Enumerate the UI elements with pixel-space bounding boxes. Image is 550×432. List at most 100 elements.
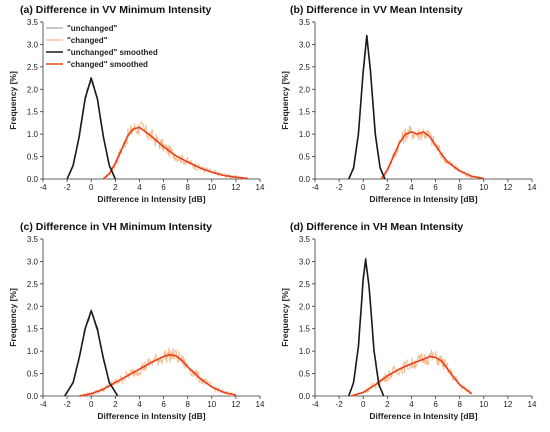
x-tick-label: 4 bbox=[409, 183, 414, 192]
y-axis-label: Frequency [%] bbox=[280, 288, 290, 347]
x-tick-label: 10 bbox=[207, 183, 216, 192]
series-changed-smoothed bbox=[380, 131, 484, 180]
x-tick-label: -4 bbox=[39, 183, 47, 192]
x-tick-label: 10 bbox=[479, 400, 488, 409]
x-tick-label: -4 bbox=[39, 400, 47, 409]
y-tick-label: 3.5 bbox=[27, 235, 39, 244]
y-tick-label: 2.0 bbox=[27, 85, 39, 94]
x-tick-label: 2 bbox=[385, 400, 390, 409]
y-tick-label: 2.5 bbox=[27, 280, 39, 289]
y-tick-label: 3.0 bbox=[27, 257, 39, 266]
x-tick-label: -2 bbox=[64, 400, 72, 409]
series-unchanged-raw bbox=[66, 76, 116, 180]
y-tick-label: 2.5 bbox=[299, 63, 311, 72]
y-tick-label: 0.5 bbox=[299, 153, 311, 162]
y-tick-label: 3.0 bbox=[299, 40, 311, 49]
x-tick-label: 12 bbox=[503, 400, 512, 409]
y-tick-label: 1.0 bbox=[27, 130, 39, 139]
y-tick-label: 2.0 bbox=[27, 302, 39, 311]
chart-panel-3: (c) Difference in VH Minimum Intensity 0.… bbox=[8, 221, 265, 421]
y-tick-label: 3.5 bbox=[27, 18, 39, 27]
y-tick-label: 3.5 bbox=[299, 235, 311, 244]
legend-entry: "changed" bbox=[67, 36, 108, 45]
x-tick-label: 0 bbox=[361, 183, 366, 192]
y-tick-label: 2.5 bbox=[27, 63, 39, 72]
x-tick-label: 6 bbox=[161, 400, 166, 409]
x-tick-label: 6 bbox=[161, 183, 166, 192]
y-tick-label: 2.5 bbox=[299, 280, 311, 289]
x-tick-label: -4 bbox=[311, 183, 319, 192]
series-unchanged-raw bbox=[348, 37, 386, 180]
y-tick-label: 0.0 bbox=[299, 392, 311, 401]
x-tick-label: 6 bbox=[433, 400, 438, 409]
chart-title: (c) Difference in VH Minimum Intensity bbox=[20, 221, 212, 233]
series-unchanged-smoothed bbox=[66, 77, 117, 180]
x-tick-label: 8 bbox=[185, 400, 190, 409]
chart-panel-4: (d) Difference in VH Mean Intensity 0.0 0.… bbox=[280, 221, 537, 421]
y-tick-label: 1.5 bbox=[299, 108, 311, 117]
x-tick-label: 12 bbox=[231, 400, 240, 409]
x-tick-label: 14 bbox=[528, 183, 537, 192]
chart-title: (a) Difference in VV Minimum Intensity bbox=[20, 4, 212, 16]
x-axis-label: Difference in Intensity [dB] bbox=[369, 194, 477, 204]
x-tick-label: 2 bbox=[113, 183, 118, 192]
chart-title: (b) Difference in VV Mean Intensity bbox=[290, 4, 463, 16]
y-tick-label: 2.0 bbox=[299, 85, 311, 94]
x-tick-label: 4 bbox=[409, 400, 414, 409]
x-axis-label: Difference in Intensity [dB] bbox=[97, 194, 205, 204]
series-unchanged-smoothed bbox=[348, 34, 386, 180]
x-tick-label: 4 bbox=[137, 183, 142, 192]
chart-panel-2: (b) Difference in VV Mean Intensity 0.0 0.… bbox=[280, 4, 537, 204]
x-tick-label: 8 bbox=[457, 400, 462, 409]
x-tick-label: 12 bbox=[231, 183, 240, 192]
y-axis-label: Frequency [%] bbox=[280, 71, 290, 130]
y-tick-label: 1.5 bbox=[299, 325, 311, 334]
series-unchanged-smoothed bbox=[348, 258, 385, 397]
y-tick-label: 1.5 bbox=[27, 108, 39, 117]
y-tick-label: 0.5 bbox=[27, 153, 39, 162]
x-tick-label: 14 bbox=[528, 400, 537, 409]
x-axis-label: Difference in Intensity [dB] bbox=[369, 411, 477, 421]
x-tick-label: 6 bbox=[433, 183, 438, 192]
y-axis-label: Frequency [%] bbox=[8, 71, 18, 130]
series-unchanged-smoothed bbox=[64, 309, 119, 397]
series-changed-smoothed bbox=[350, 355, 473, 397]
y-tick-label: 2.0 bbox=[299, 302, 311, 311]
y-tick-label: 3.5 bbox=[299, 18, 311, 27]
y-tick-label: 1.0 bbox=[299, 130, 311, 139]
legend-entry: "unchanged" smoothed bbox=[67, 48, 158, 57]
series-changed-smoothed bbox=[79, 353, 237, 397]
y-tick-label: 3.0 bbox=[299, 257, 311, 266]
x-tick-label: 10 bbox=[207, 400, 216, 409]
legend-entry: "unchanged" bbox=[67, 24, 117, 33]
x-tick-label: 14 bbox=[256, 400, 265, 409]
legend: "unchanged" "changed" "unchanged" smoothed… bbox=[46, 24, 158, 69]
y-tick-label: 0.5 bbox=[27, 370, 39, 379]
series-changed-raw bbox=[380, 125, 484, 180]
x-tick-label: 0 bbox=[89, 400, 94, 409]
y-tick-label: 0.0 bbox=[27, 392, 39, 401]
y-tick-label: 1.5 bbox=[27, 325, 39, 334]
x-tick-label: 4 bbox=[137, 400, 142, 409]
legend-entry: "changed" smoothed bbox=[67, 60, 148, 69]
x-tick-label: -4 bbox=[311, 400, 319, 409]
x-axis-label: Difference in Intensity [dB] bbox=[97, 411, 205, 421]
x-tick-label: -2 bbox=[64, 183, 72, 192]
x-tick-label: -2 bbox=[336, 400, 344, 409]
y-tick-label: 1.0 bbox=[27, 347, 39, 356]
x-tick-label: 2 bbox=[385, 183, 390, 192]
x-tick-label: 14 bbox=[256, 183, 265, 192]
y-tick-label: 0.0 bbox=[299, 175, 311, 184]
x-tick-label: 12 bbox=[503, 183, 512, 192]
y-tick-label: 0.0 bbox=[27, 175, 39, 184]
x-tick-label: -2 bbox=[336, 183, 344, 192]
x-tick-label: 2 bbox=[113, 400, 118, 409]
series-changed-smoothed bbox=[102, 126, 249, 180]
y-axis-label: Frequency [%] bbox=[8, 288, 18, 347]
y-tick-label: 1.0 bbox=[299, 347, 311, 356]
x-tick-label: 8 bbox=[185, 183, 190, 192]
y-tick-label: 0.5 bbox=[299, 370, 311, 379]
x-tick-label: 10 bbox=[479, 183, 488, 192]
